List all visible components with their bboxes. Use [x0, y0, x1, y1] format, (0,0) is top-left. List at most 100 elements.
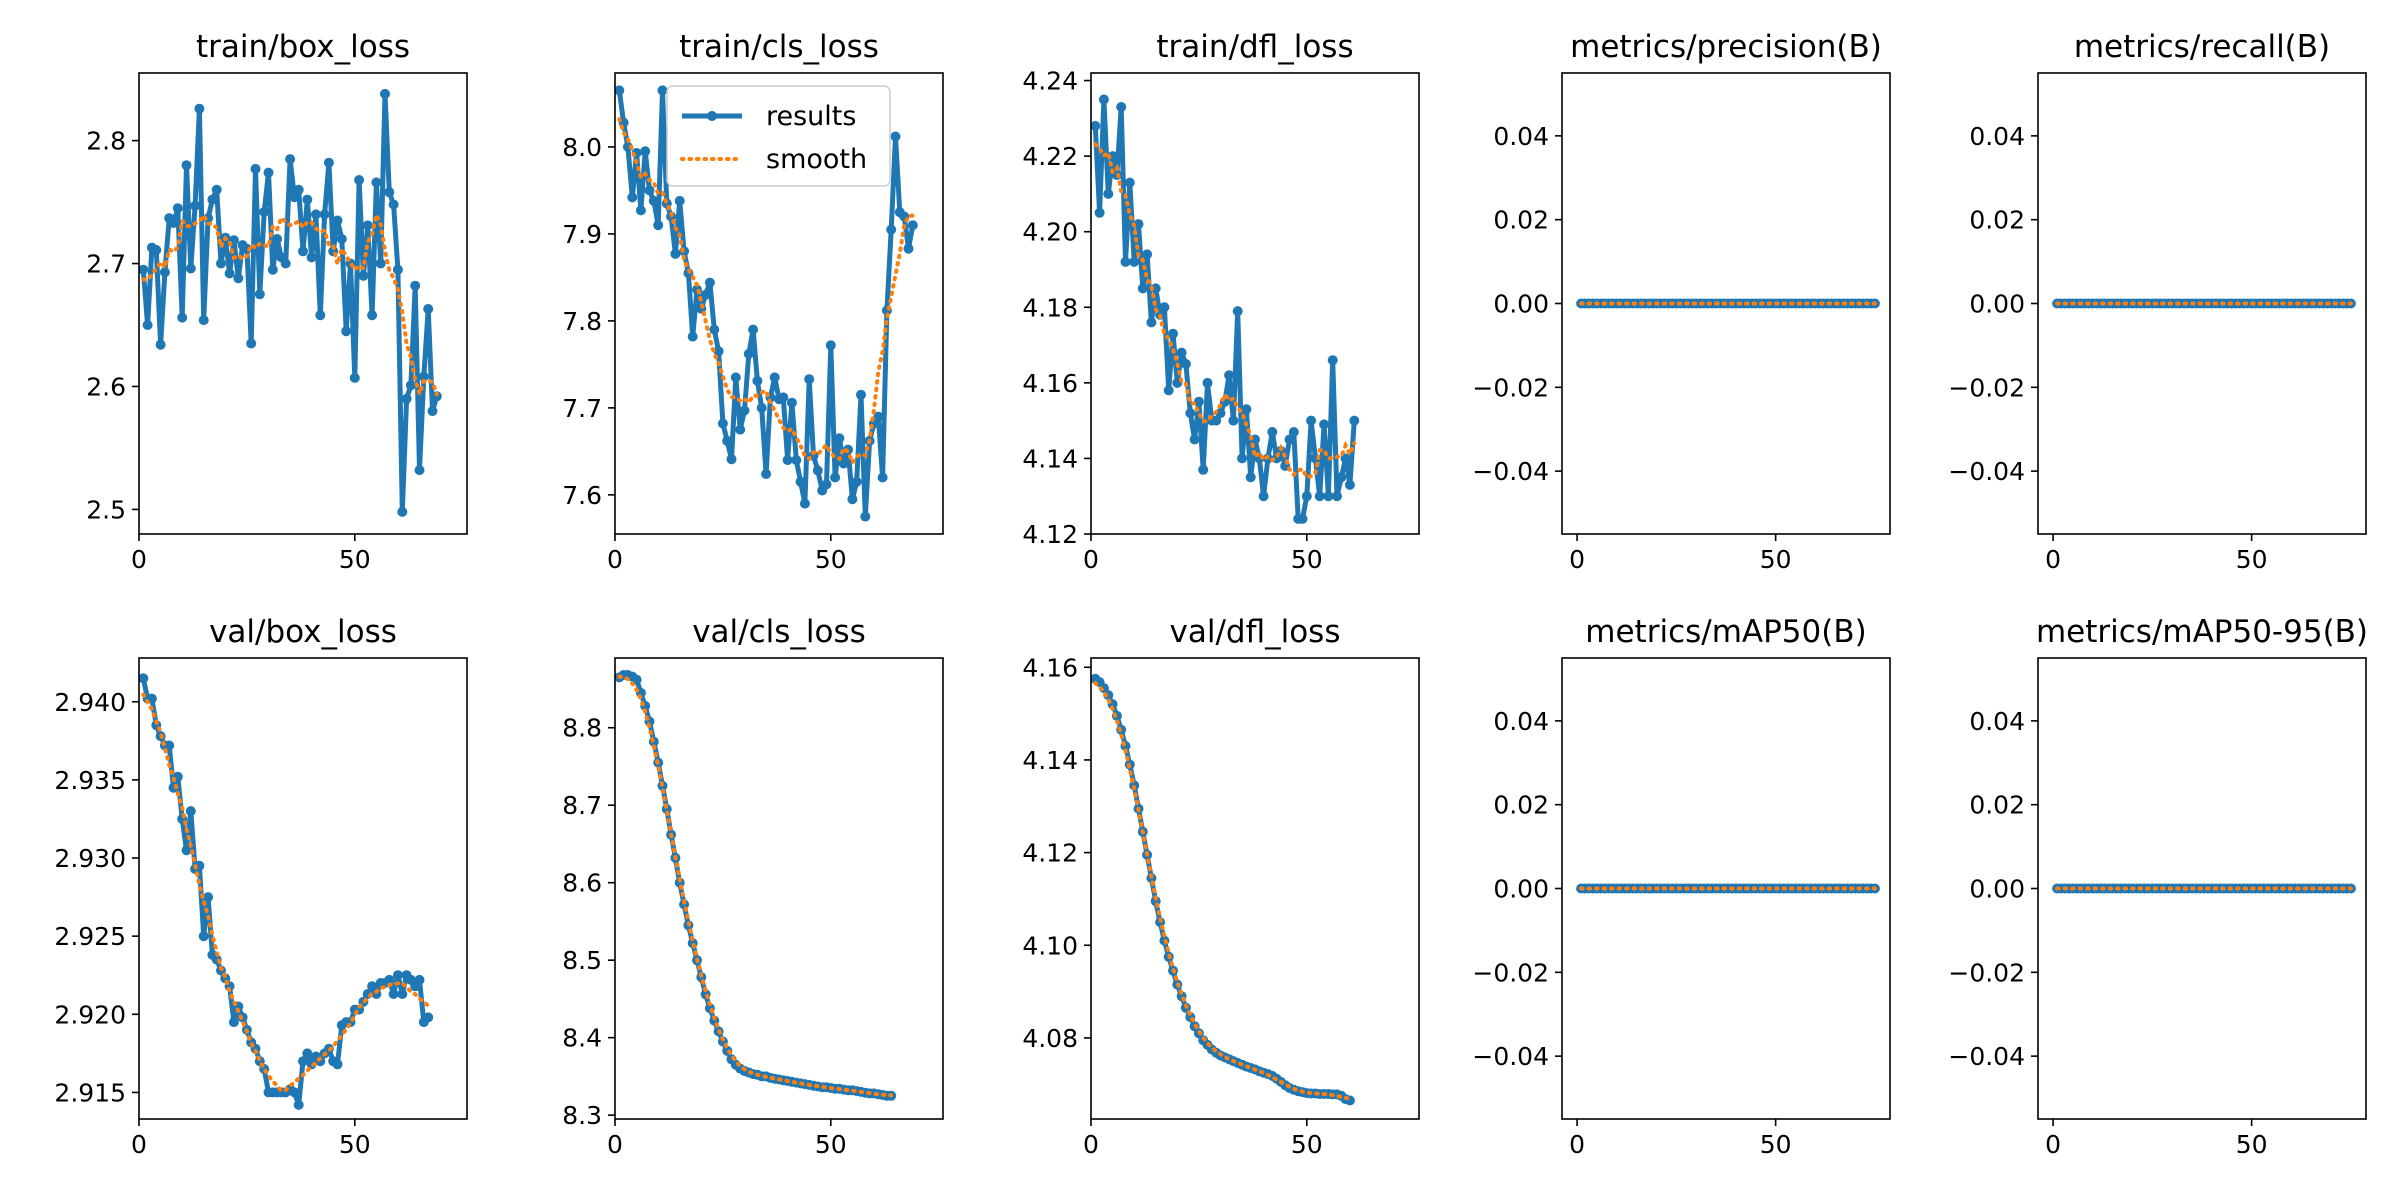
data-point: [139, 264, 149, 275]
y-tick-label: 4.18: [1022, 293, 1078, 322]
data-point: [761, 469, 772, 479]
data-point: [657, 85, 668, 96]
data-point: [830, 472, 841, 483]
data-point: [769, 372, 780, 383]
y-tick-label: 8.3: [562, 1101, 602, 1130]
data-point: [834, 433, 845, 444]
data-point: [1168, 328, 1178, 339]
data-point: [804, 374, 815, 385]
x-tick-label: 50: [815, 1130, 847, 1159]
x-tick-label: 50: [2236, 1130, 2268, 1159]
data-point: [1301, 491, 1312, 502]
data-point: [778, 392, 789, 403]
data-point: [414, 974, 425, 985]
data-point: [392, 264, 403, 275]
subplot-title: metrics/recall(B): [2074, 29, 2330, 65]
axes-frame: [1090, 657, 1420, 1120]
subplot-title: metrics/precision(B): [1570, 29, 1882, 65]
data-point: [648, 195, 659, 206]
data-point: [748, 324, 759, 335]
axes-frame: [614, 72, 944, 535]
y-tick-label: 4.12: [1022, 520, 1078, 549]
y-tick-label: 8.6: [562, 869, 602, 898]
data-point: [380, 88, 390, 99]
data-point: [224, 268, 235, 279]
subplot-title: metrics/mAP50(B): [1585, 614, 1866, 650]
results-markers: [139, 88, 442, 517]
data-point: [1267, 427, 1278, 437]
data-point: [1336, 472, 1347, 483]
data-point: [1297, 513, 1308, 524]
subplot-train-box-loss: train/box_loss 0 50 2.5 2.6 2.7 2.8: [86, 29, 468, 574]
data-point: [246, 338, 257, 349]
data-point: [1319, 419, 1330, 430]
y-tick-label: 0.02: [1969, 206, 2025, 235]
data-point: [717, 418, 728, 429]
subplot-train-cls-loss: train/cls_loss 0 50 7.6 7.7 7.8 7.9 8.0 results s…: [562, 29, 944, 574]
legend-results-marker: [707, 111, 717, 121]
data-point: [336, 234, 347, 244]
data-point: [1245, 472, 1256, 483]
y-tick-label: 4.10: [1022, 931, 1078, 960]
data-point: [1150, 283, 1161, 294]
data-point: [168, 218, 179, 228]
axes-frame: [138, 72, 468, 535]
data-point: [687, 331, 698, 342]
data-point: [285, 154, 296, 165]
y-tick-label: 2.940: [54, 688, 126, 717]
y-tick-label: −0.02: [1948, 373, 2025, 402]
data-point: [1180, 359, 1191, 369]
y-tick-label: 0.04: [1493, 122, 1549, 151]
data-point: [1344, 479, 1355, 490]
data-point: [1189, 434, 1200, 445]
x-tick-label: 0: [1569, 545, 1585, 574]
y-tick-label: 7.8: [562, 307, 602, 336]
y-tick-label: −0.02: [1948, 958, 2025, 987]
y-tick-label: 4.20: [1022, 218, 1078, 247]
y-tick-label: 0.00: [1493, 875, 1549, 904]
x-tick-label: 50: [339, 545, 371, 574]
data-point: [631, 674, 642, 685]
data-point: [752, 375, 763, 386]
subplot-metrics-precision-b-: metrics/precision(B) 0 50 −0.04 −0.02 0.00 0.0…: [1472, 29, 1891, 574]
data-point: [151, 245, 162, 255]
data-point: [392, 970, 403, 981]
data-point: [1129, 256, 1140, 267]
subplot-metrics-map50-b-: metrics/mAP50(B) 0 50 −0.04 −0.02 0.00 0.02 0.0…: [1472, 614, 1891, 1159]
y-tick-label: −0.04: [1472, 1042, 1549, 1071]
y-tick-label: −0.02: [1472, 373, 1549, 402]
data-point: [139, 673, 149, 684]
data-point: [410, 280, 421, 291]
data-point: [1094, 207, 1105, 218]
y-tick-label: 4.08: [1022, 1024, 1078, 1053]
data-point: [1176, 347, 1187, 358]
data-point: [203, 892, 214, 903]
y-tick-label: 4.16: [1022, 369, 1078, 398]
y-tick-label: 0.00: [1969, 290, 2025, 319]
data-point: [730, 372, 741, 383]
x-tick-label: 50: [339, 1130, 371, 1159]
subplot-title: val/dfl_loss: [1170, 614, 1341, 650]
results-markers: [139, 673, 434, 1110]
data-point: [319, 209, 330, 220]
data-point: [315, 310, 326, 321]
data-point: [1098, 94, 1109, 105]
data-point: [375, 258, 386, 269]
data-point: [354, 175, 365, 185]
data-point: [306, 252, 317, 263]
results-line: [618, 672, 892, 1099]
axes-frame: [1090, 72, 1420, 535]
y-tick-label: 2.7: [86, 250, 126, 279]
data-point: [250, 163, 261, 174]
results-markers: [1576, 298, 1880, 309]
data-point: [1116, 102, 1127, 112]
data-point: [332, 215, 343, 226]
data-point: [198, 931, 209, 942]
data-point: [263, 167, 274, 178]
y-tick-label: 8.4: [562, 1024, 602, 1053]
subplot-metrics-map50-95-b-: metrics/mAP50-95(B) 0 50 −0.04 −0.02 0.00 0.02…: [1948, 614, 2368, 1159]
smooth-line: [141, 692, 431, 1094]
data-point: [1133, 219, 1144, 230]
smooth-line: [1093, 681, 1352, 1101]
y-tick-label: 0.00: [1493, 290, 1549, 319]
